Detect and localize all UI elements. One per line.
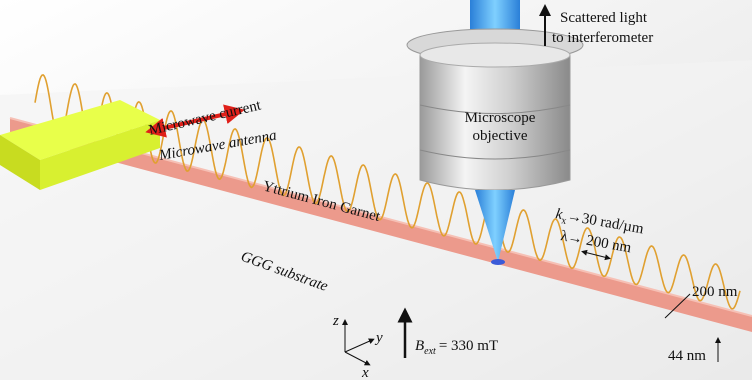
b-subscript: ext — [424, 346, 436, 357]
diagram: Microwave current Microwave antenna Micr… — [0, 0, 752, 380]
thickness-label: 44 nm — [668, 348, 706, 364]
b-value: = 330 mT — [439, 338, 498, 354]
scattered-light-label: to interferometer — [552, 30, 653, 46]
objective-top — [420, 43, 570, 67]
y-label: y — [374, 330, 383, 346]
x-label: x — [361, 365, 369, 380]
scattered-light-label: Scattered light — [560, 10, 648, 26]
microscope-label: Microscope — [465, 110, 536, 126]
focus-spot — [491, 259, 505, 265]
microscope-label: objective — [473, 128, 528, 144]
z-label: z — [332, 313, 339, 329]
b-symbol: B — [415, 338, 424, 354]
width-label: 200 nm — [692, 284, 738, 300]
